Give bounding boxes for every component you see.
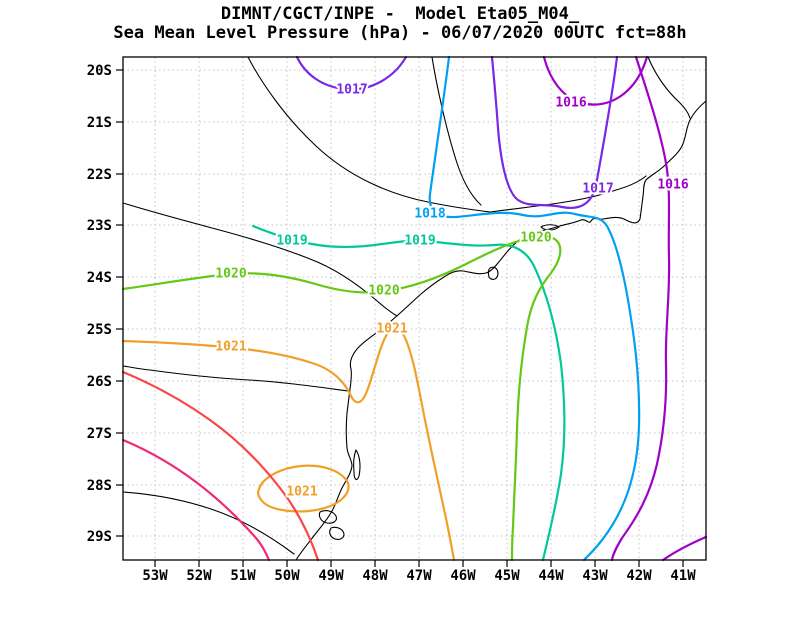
y-tick-label: 27S — [87, 426, 112, 442]
isobar-line-1019 — [251, 224, 566, 562]
isobar-label-1017: 1017 — [582, 182, 613, 197]
state-border-path — [247, 56, 491, 213]
isobar-label-1016: 1016 — [657, 178, 688, 193]
x-tick-label: 42W — [626, 568, 652, 584]
isobar-label-1017: 1017 — [336, 83, 367, 98]
island-path — [353, 449, 361, 481]
isobar-line-1020 — [121, 234, 562, 562]
isobar-line-1017 — [295, 55, 408, 91]
isobar-labels: 1016 1016 1017 1017 1018 1019 1019 1020 1020 1020… — [213, 81, 690, 502]
state-border-path — [122, 491, 295, 555]
y-tick-label: 26S — [87, 374, 112, 390]
state-border-path — [647, 56, 691, 119]
x-tick-label: 43W — [582, 568, 608, 584]
x-tick-label: 44W — [538, 568, 564, 584]
y-tick-label: 22S — [87, 167, 112, 183]
isobar-label-1016: 1016 — [555, 96, 586, 111]
isobar-line-1021 — [121, 326, 456, 562]
y-tick-label: 24S — [87, 270, 112, 286]
y-tick-label: 21S — [87, 115, 112, 131]
x-tick-label: 48W — [362, 568, 388, 584]
y-tick-label: 25S — [87, 322, 112, 338]
state-border-path — [122, 365, 349, 392]
grid-lines — [123, 57, 706, 560]
isobar-label-1021: 1021 — [215, 340, 246, 355]
x-tick-label: 50W — [274, 568, 300, 584]
isobar-line-1022 — [121, 370, 320, 562]
x-tick-label: 53W — [142, 568, 168, 584]
isobar-label-1020: 1020 — [520, 231, 551, 246]
x-tick-label: 49W — [318, 568, 344, 584]
x-tick-label: 52W — [186, 568, 212, 584]
isobar-line-1016 — [542, 55, 649, 106]
y-tick-label: 23S — [87, 218, 112, 234]
y-tick-label: 28S — [87, 478, 112, 494]
isobar-line-1018 — [428, 55, 641, 562]
x-tick-label: 51W — [230, 568, 256, 584]
isobar-line-1023 — [121, 438, 271, 562]
axis-ticks — [116, 69, 684, 567]
island-path — [329, 526, 345, 540]
isobar-line-1016 — [661, 535, 708, 562]
y-tick-label: 29S — [87, 529, 112, 545]
island-path — [487, 266, 499, 280]
isobar-label-1021: 1021 — [376, 322, 407, 337]
isobar-label-1018: 1018 — [414, 207, 445, 222]
coastline-path — [295, 100, 707, 561]
y-axis-labels: 20S 21S 22S 23S 24S 25S 26S 27S 28S 29S — [87, 63, 112, 545]
x-tick-label: 45W — [494, 568, 520, 584]
isobar-label-1019: 1019 — [276, 234, 307, 249]
x-tick-label: 46W — [450, 568, 476, 584]
geography-layer — [122, 56, 707, 561]
isobar-label-1020: 1020 — [368, 284, 399, 299]
x-tick-label: 47W — [406, 568, 432, 584]
island-path — [540, 224, 560, 231]
y-tick-label: 20S — [87, 63, 112, 79]
island-path — [318, 510, 337, 524]
plot-border — [122, 56, 707, 561]
state-border-path — [489, 175, 647, 213]
isobar-line-1017 — [490, 55, 619, 209]
x-tick-label: 41W — [670, 568, 696, 584]
isobar-line-1016 — [610, 55, 671, 562]
state-border-path — [431, 56, 482, 206]
isobar-label-1019: 1019 — [404, 234, 435, 249]
state-border-path — [122, 202, 398, 317]
isobar-label-1020: 1020 — [215, 267, 246, 282]
x-axis-labels: 53W 52W 51W 50W 49W 48W 47W 46W 45W 44W 43W 42W 41W — [142, 568, 696, 584]
isobar-line-1021 — [256, 464, 350, 513]
isobar-label-1021: 1021 — [286, 485, 317, 500]
isobar-contours — [121, 55, 708, 562]
